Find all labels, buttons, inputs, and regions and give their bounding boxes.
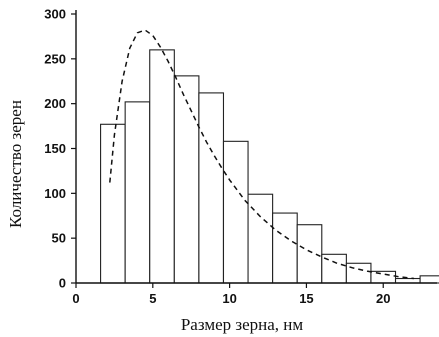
histogram-bar-9: [296, 224, 323, 284]
histogram-bar-14: [419, 275, 439, 284]
x-tick-label: 20: [376, 291, 390, 306]
y-tick-label: 200: [44, 96, 66, 111]
histogram-bar-12: [370, 270, 397, 284]
y-tick-label: 250: [44, 51, 66, 66]
histogram-bar-3: [149, 49, 175, 284]
x-tick-label: 5: [149, 291, 156, 306]
x-axis-title: Размер зерна, нм: [181, 315, 304, 334]
histogram-bars: [100, 49, 439, 284]
x-tick-label: 10: [222, 291, 236, 306]
y-tick-label: 300: [44, 7, 66, 22]
x-axis-ticks: 0 5 10 15 20: [72, 283, 390, 306]
histogram-bar-2: [124, 101, 151, 284]
histogram-bar-6: [222, 140, 249, 284]
axes: [75, 10, 437, 284]
histogram-bar-4: [173, 75, 200, 284]
y-tick-label: 100: [44, 186, 66, 201]
histogram-bar-5: [198, 92, 225, 284]
x-tick-label: 0: [72, 291, 79, 306]
histogram-bar-1: [100, 123, 126, 284]
y-tick-label: 150: [44, 141, 66, 156]
x-tick-label: 15: [299, 291, 313, 306]
histogram-bar-8: [272, 212, 298, 284]
fit-curve: [109, 29, 415, 280]
y-axis-title: Количество зерен: [6, 100, 25, 228]
y-tick-label: 0: [59, 276, 66, 291]
histogram-bar-11: [345, 262, 372, 284]
y-tick-label: 50: [52, 231, 66, 246]
y-axis-ticks: 0 50 100 150 200 250 300: [44, 7, 76, 291]
